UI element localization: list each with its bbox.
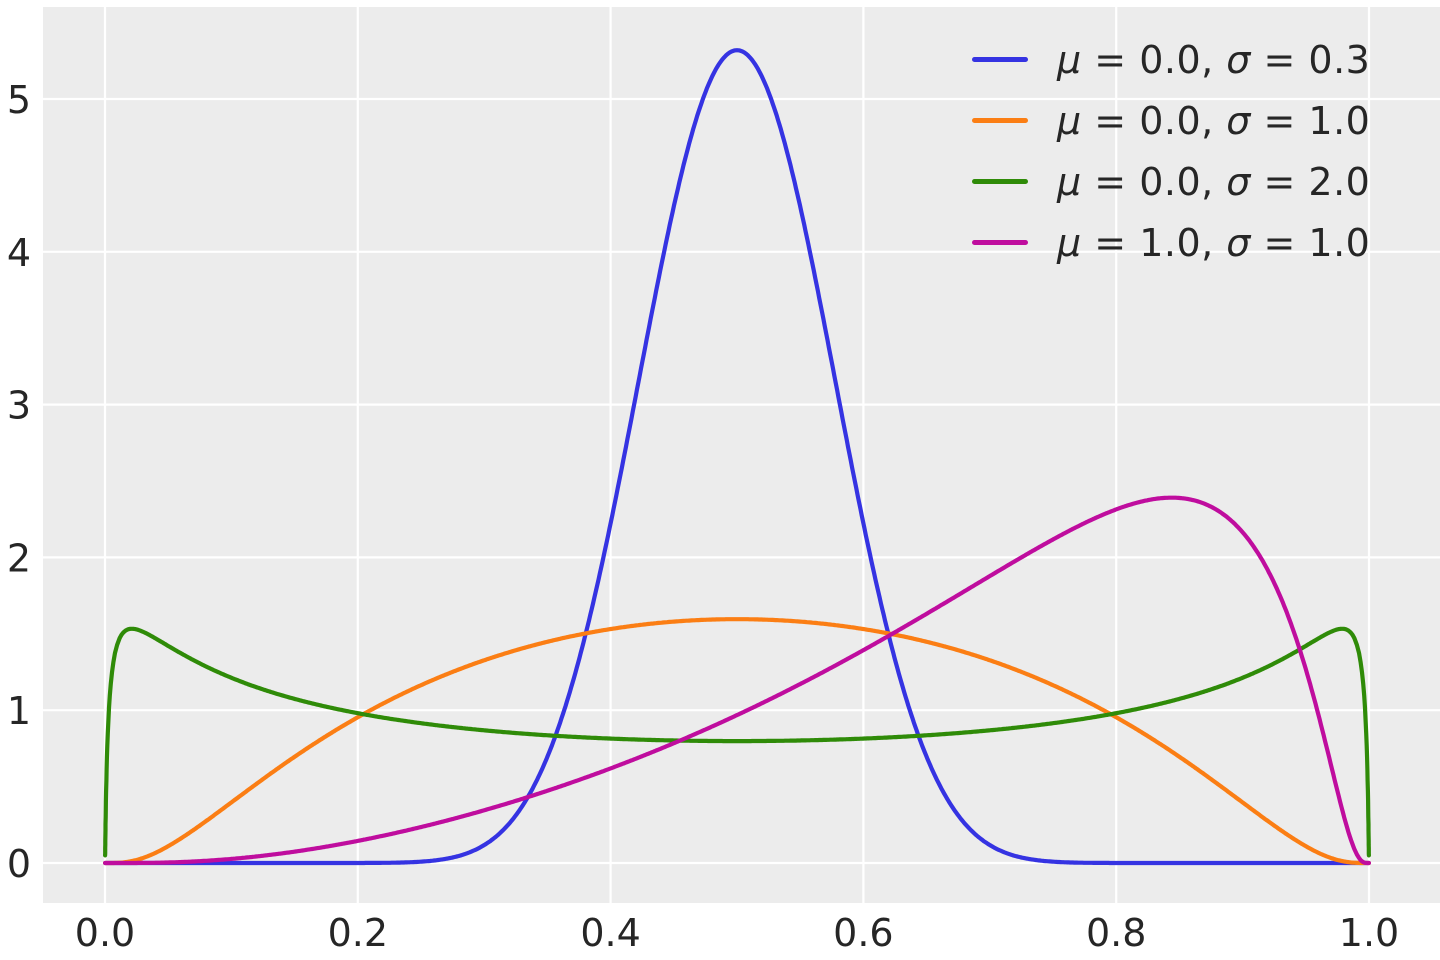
x-tick-label: 0.6	[833, 911, 893, 955]
legend-label: μ = 1.0, σ = 1.0	[1057, 220, 1371, 265]
y-tick-label: 0	[7, 842, 31, 886]
series-line-3	[103, 495, 1371, 866]
legend-line-swatch	[972, 179, 1028, 184]
legend-entry: μ = 0.0, σ = 0.3	[958, 29, 1370, 90]
legend-entry: μ = 0.0, σ = 1.0	[958, 90, 1370, 151]
plot-background	[43, 7, 1440, 903]
y-tick-label: 5	[7, 78, 31, 122]
legend-line-swatch	[972, 240, 1028, 245]
x-tick-label: 0.4	[580, 911, 640, 955]
legend-label: μ = 0.0, σ = 0.3	[1057, 37, 1371, 82]
x-tick-label: 1.0	[1339, 911, 1399, 955]
legend-entry: μ = 0.0, σ = 2.0	[958, 151, 1370, 212]
y-tick-label: 4	[7, 231, 31, 275]
legend-label: μ = 0.0, σ = 2.0	[1057, 159, 1371, 204]
x-tick-label: 0.2	[328, 911, 388, 955]
y-tick-label: 3	[7, 384, 31, 428]
legend-line-swatch	[972, 118, 1028, 123]
legend: μ = 0.0, σ = 0.3 μ = 0.0, σ = 1.0 μ = 0.0,…	[958, 29, 1370, 273]
legend-line-swatch	[972, 57, 1028, 62]
x-tick-label: 0.0	[75, 911, 135, 955]
series-line-1	[103, 617, 1371, 866]
legend-entry: μ = 1.0, σ = 1.0	[958, 212, 1370, 273]
series-line-0	[103, 48, 1371, 866]
x-tick-label: 0.8	[1086, 911, 1146, 955]
y-tick-label: 1	[7, 689, 31, 733]
y-tick-label: 2	[7, 536, 31, 580]
series-line-2	[103, 626, 1371, 858]
legend-label: μ = 0.0, σ = 1.0	[1057, 98, 1371, 143]
gridlines	[43, 7, 1440, 903]
